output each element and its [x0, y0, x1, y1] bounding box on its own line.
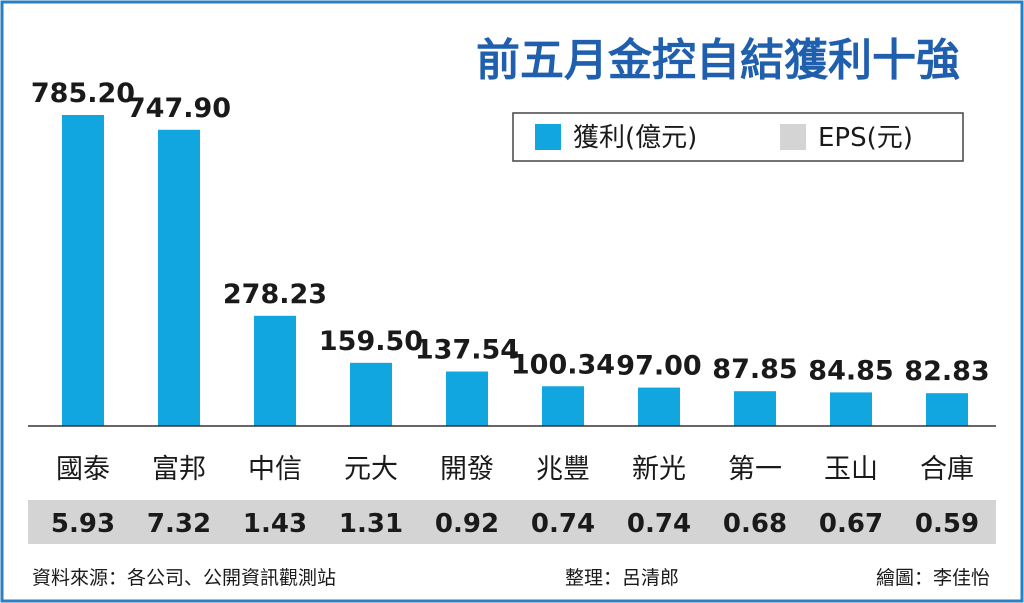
legend-box [512, 112, 964, 162]
category-label-8: 玉山 [824, 454, 878, 485]
category-label-5: 兆豐 [536, 454, 590, 485]
eps-band [28, 500, 996, 544]
bar-1 [158, 129, 200, 426]
eps-label-0: 5.93 [51, 509, 115, 539]
eps-label-7: 0.68 [723, 509, 787, 539]
category-label-3: 元大 [344, 454, 398, 485]
eps-label-6: 0.74 [627, 509, 691, 539]
value-label-3: 159.50 [319, 326, 423, 357]
legend-swatch-profit [535, 124, 561, 150]
category-label-2: 中信 [248, 454, 302, 485]
value-label-4: 137.54 [415, 335, 519, 366]
bar-4 [446, 371, 488, 426]
footer-artist: 繪圖：李佳怡 [876, 567, 990, 589]
category-label-9: 合庫 [920, 454, 974, 485]
bar-series [62, 115, 968, 426]
bar-6 [638, 387, 680, 426]
value-label-7: 87.85 [712, 354, 797, 385]
eps-label-2: 1.43 [243, 509, 307, 539]
eps-label-5: 0.74 [531, 509, 595, 539]
category-label-0: 國泰 [56, 454, 110, 485]
legend: 獲利(億元) EPS(元) [512, 112, 964, 162]
bar-0 [62, 115, 104, 426]
category-labels: 國泰 富邦 中信 元大 開發 兆豐 新光 第一 玉山 合庫 [56, 454, 974, 485]
bar-2 [254, 315, 296, 426]
eps-label-4: 0.92 [435, 509, 499, 539]
value-label-9: 82.83 [904, 356, 989, 387]
category-label-4: 開發 [440, 454, 494, 485]
eps-labels: 5.93 7.32 1.43 1.31 0.92 0.74 0.74 0.68 0.67 0.59 [51, 509, 979, 539]
eps-label-1: 7.32 [147, 509, 211, 539]
chart-title: 前五月金控自結獲利十強 [476, 35, 960, 86]
value-label-0: 785.20 [31, 78, 135, 109]
value-label-5: 100.34 [511, 349, 615, 380]
value-label-8: 84.85 [808, 355, 893, 386]
legend-label-profit: 獲利(億元) [573, 123, 697, 153]
bar-8 [830, 392, 872, 426]
eps-label-9: 0.59 [915, 509, 979, 539]
footer-source: 資料來源：各公司、公開資訊觀測站 [32, 567, 336, 589]
category-label-7: 第一 [728, 454, 782, 485]
value-label-6: 97.00 [616, 351, 701, 382]
value-label-2: 278.23 [223, 279, 327, 310]
eps-label-3: 1.31 [339, 509, 403, 539]
bar-7 [734, 391, 776, 426]
footer-editor: 整理：呂清郎 [565, 567, 679, 589]
legend-swatch-eps [780, 124, 806, 150]
bar-3 [350, 362, 392, 426]
category-label-6: 新光 [632, 454, 686, 485]
bar-5 [542, 386, 584, 426]
eps-label-8: 0.67 [819, 509, 883, 539]
category-label-1: 富邦 [152, 454, 206, 485]
legend-label-eps: EPS(元) [818, 123, 913, 153]
value-label-1: 747.90 [127, 93, 231, 124]
bar-9 [926, 393, 968, 426]
